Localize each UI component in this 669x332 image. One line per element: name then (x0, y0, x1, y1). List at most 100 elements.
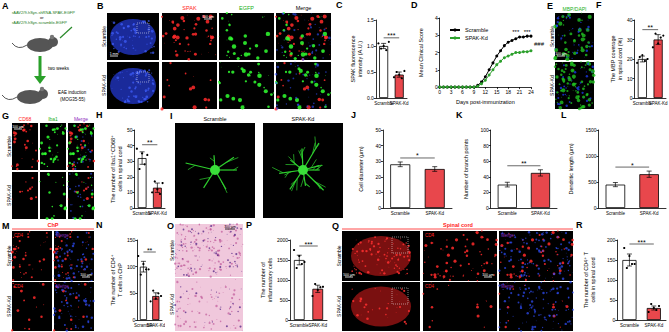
svg-text:Days post-immunization: Days post-immunization (456, 99, 515, 105)
svg-text:100 μm: 100 μm (482, 273, 494, 277)
svg-text:15: 15 (494, 89, 500, 95)
svg-text:CD4: CD4 (425, 233, 434, 238)
svg-text:Q: Q (332, 221, 339, 231)
svg-text:in spinal cord (%): in spinal cord (%) (617, 38, 623, 81)
svg-text:50: 50 (130, 290, 136, 296)
svg-text:Scramble: Scramble (6, 136, 12, 157)
svg-text:Spinal cord: Spinal cord (443, 222, 473, 228)
svg-text:SPAK-Kd: SPAK-Kd (308, 323, 327, 328)
svg-text:Scramble: Scramble (391, 211, 411, 216)
svg-text:SPAK-Kd: SPAK-Kd (644, 323, 663, 328)
svg-text:cells in spinal cord: cells in spinal cord (590, 258, 596, 303)
svg-text:12: 12 (483, 89, 489, 95)
svg-text:The number of Iba1⁺CD68⁺: The number of Iba1⁺CD68⁺ (110, 135, 116, 203)
svg-text:Mean Clinical Score: Mean Clinical Score (418, 28, 424, 77)
svg-text:EGFP: EGFP (239, 5, 254, 11)
svg-text:1000: 1000 (585, 153, 596, 159)
svg-text:R: R (576, 220, 583, 230)
svg-text:50: 50 (610, 297, 616, 303)
svg-text:Scramble: Scramble (620, 323, 640, 328)
svg-text:inflammatory cells: inflammatory cells (267, 258, 273, 302)
svg-text:SPAK-Kd: SPAK-Kd (640, 211, 659, 216)
svg-text:40: 40 (375, 143, 381, 149)
svg-text:Scramble: Scramble (290, 323, 310, 328)
svg-text:0: 0 (438, 89, 441, 95)
svg-text:Scramble: Scramble (606, 211, 626, 216)
svg-text:100 μm: 100 μm (202, 15, 214, 19)
svg-text:40: 40 (483, 174, 489, 180)
svg-text:2000: 2000 (277, 237, 288, 243)
svg-text:intensity (A.U.): intensity (A.U.) (357, 41, 363, 77)
svg-text:SPAK-Kd: SPAK-Kd (146, 323, 165, 328)
svg-text:10: 10 (127, 189, 133, 195)
svg-text:CD4: CD4 (14, 284, 23, 289)
svg-text:###: ### (534, 41, 545, 47)
svg-text:Merge: Merge (56, 284, 69, 289)
svg-text:Scramble: Scramble (101, 26, 107, 47)
svg-text:Scramble: Scramble (549, 26, 555, 47)
svg-text:SPAK-Kd: SPAK-Kd (101, 75, 107, 96)
svg-text:2: 2 (435, 50, 438, 56)
svg-text:500: 500 (280, 297, 289, 303)
svg-text:24: 24 (528, 89, 534, 95)
svg-text:Merge: Merge (501, 233, 514, 238)
svg-text:SPAK-Kd: SPAK-Kd (336, 296, 342, 317)
svg-text:CD4: CD4 (14, 233, 23, 238)
svg-text:0: 0 (486, 205, 489, 211)
svg-text:100: 100 (127, 264, 136, 270)
svg-text:SPAK-Kd: SPAK-Kd (390, 101, 409, 106)
svg-text:Cell diameter (μm): Cell diameter (μm) (358, 146, 364, 192)
svg-text:50: 50 (127, 127, 133, 133)
svg-text:ChP: ChP (48, 222, 59, 228)
svg-text:SPAK-Kd: SPAK-Kd (292, 116, 315, 122)
svg-text:**: ** (648, 24, 654, 31)
svg-text:Number of branch points: Number of branch points (463, 139, 469, 199)
svg-text:10: 10 (375, 189, 381, 195)
svg-text:***: *** (304, 241, 312, 248)
svg-text:A: A (2, 1, 9, 11)
svg-text:B: B (97, 1, 104, 11)
svg-text:*: * (416, 152, 419, 159)
svg-text:500: 500 (588, 179, 597, 185)
svg-text:CD68: CD68 (19, 116, 32, 122)
svg-text:40: 40 (127, 143, 133, 149)
svg-text:P: P (246, 220, 252, 230)
svg-text:SPAK-Kd: SPAK-Kd (531, 211, 550, 216)
svg-text:100 μm: 100 μm (12, 125, 24, 129)
svg-text:Iba1: Iba1 (48, 116, 58, 122)
svg-text:SPAK-Kd: SPAK-Kd (465, 35, 488, 41)
svg-text:Scramble: Scramble (465, 27, 488, 33)
svg-text:(MOG35-55): (MOG35-55) (60, 97, 86, 102)
svg-text:0: 0 (612, 317, 615, 323)
svg-text:1000: 1000 (277, 277, 288, 283)
svg-text:0: 0 (594, 205, 597, 211)
svg-text:50: 50 (375, 127, 381, 133)
svg-text:Scramble: Scramble (6, 245, 12, 266)
svg-text:***: *** (387, 32, 395, 39)
svg-text:150: 150 (127, 237, 136, 243)
svg-text:SPAK-Kd: SPAK-Kd (6, 296, 12, 317)
svg-text:0: 0 (378, 205, 381, 211)
svg-text:6: 6 (461, 89, 464, 95)
svg-text:20: 20 (127, 174, 133, 180)
svg-text:9: 9 (473, 89, 476, 95)
svg-text:SPAK-Kd: SPAK-Kd (148, 211, 167, 216)
svg-text:10: 10 (627, 76, 633, 82)
svg-text:SPAK: SPAK (182, 5, 197, 11)
svg-text:30: 30 (127, 158, 133, 164)
svg-text:cells in spinal cord: cells in spinal cord (117, 147, 123, 192)
svg-text:SPAK-Kd: SPAK-Kd (425, 211, 444, 216)
svg-text:80: 80 (483, 143, 489, 149)
svg-text:***: *** (524, 29, 532, 35)
svg-text:G: G (2, 111, 9, 121)
svg-text:500 μm: 500 μm (343, 273, 355, 277)
svg-text:**: ** (521, 160, 527, 167)
svg-text:0: 0 (285, 317, 288, 323)
svg-text:SPAK-Kd: SPAK-Kd (649, 101, 668, 106)
svg-text:1500: 1500 (277, 257, 288, 263)
svg-text:two weeks: two weeks (48, 66, 70, 71)
svg-text:**: ** (147, 247, 153, 254)
svg-text:K: K (456, 110, 463, 120)
svg-text:200: 200 (607, 237, 616, 243)
svg-text:Dendritic length (μm): Dendritic length (μm) (568, 143, 574, 194)
